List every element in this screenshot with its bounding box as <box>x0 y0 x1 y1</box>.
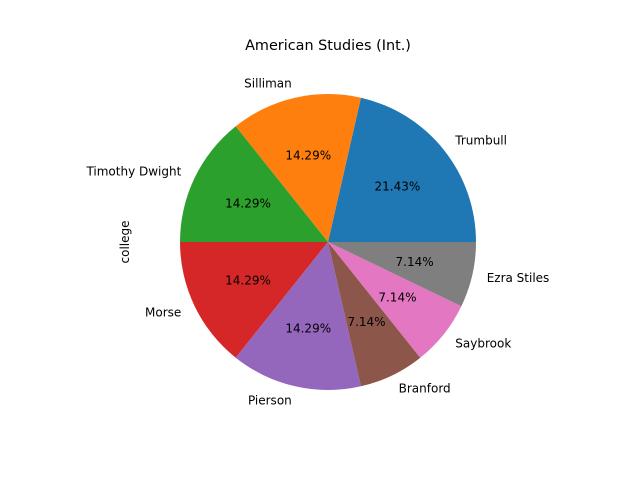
pie-slice-timothy-dwight <box>180 126 328 242</box>
slice-label-silliman: Silliman <box>244 76 292 90</box>
pie-slice-branford <box>328 242 421 387</box>
slice-label-timothy-dwight: Timothy Dwight <box>85 164 181 178</box>
slice-label-morse: Morse <box>145 306 181 320</box>
pie-slice-ezra-stiles <box>328 242 476 307</box>
chart-title: American Studies (Int.) <box>245 38 411 54</box>
y-axis-label: college <box>118 221 132 264</box>
slice-label-saybrook: Saybrook <box>455 337 511 351</box>
pie-slice-morse <box>180 242 328 358</box>
slice-percent-ezra-stiles: 7.14% <box>396 255 434 269</box>
slice-percent-saybrook: 7.14% <box>378 290 416 304</box>
slice-percent-morse: 14.29% <box>225 274 271 288</box>
pie-labels: Trumbull 21.43% Silliman 14.29% Timothy Dwig… <box>85 76 549 407</box>
slice-label-branford: Branford <box>399 382 451 396</box>
pie-slice-saybrook <box>328 242 462 358</box>
slice-label-trumbull: Trumbull <box>454 133 507 147</box>
slice-percent-pierson: 14.29% <box>285 322 331 336</box>
pie-slice-silliman <box>235 94 361 242</box>
slice-percent-silliman: 14.29% <box>285 148 331 162</box>
slice-percent-timothy-dwight: 14.29% <box>225 196 271 210</box>
pie-slice-trumbull <box>328 97 477 243</box>
slice-label-pierson: Pierson <box>248 394 292 408</box>
slice-label-ezra-stiles: Ezra Stiles <box>487 271 550 285</box>
slice-percent-trumbull: 21.43% <box>375 180 421 194</box>
slice-percent-branford: 7.14% <box>347 315 385 329</box>
pie-slices <box>180 94 477 390</box>
pie-slice-pierson <box>235 242 361 390</box>
